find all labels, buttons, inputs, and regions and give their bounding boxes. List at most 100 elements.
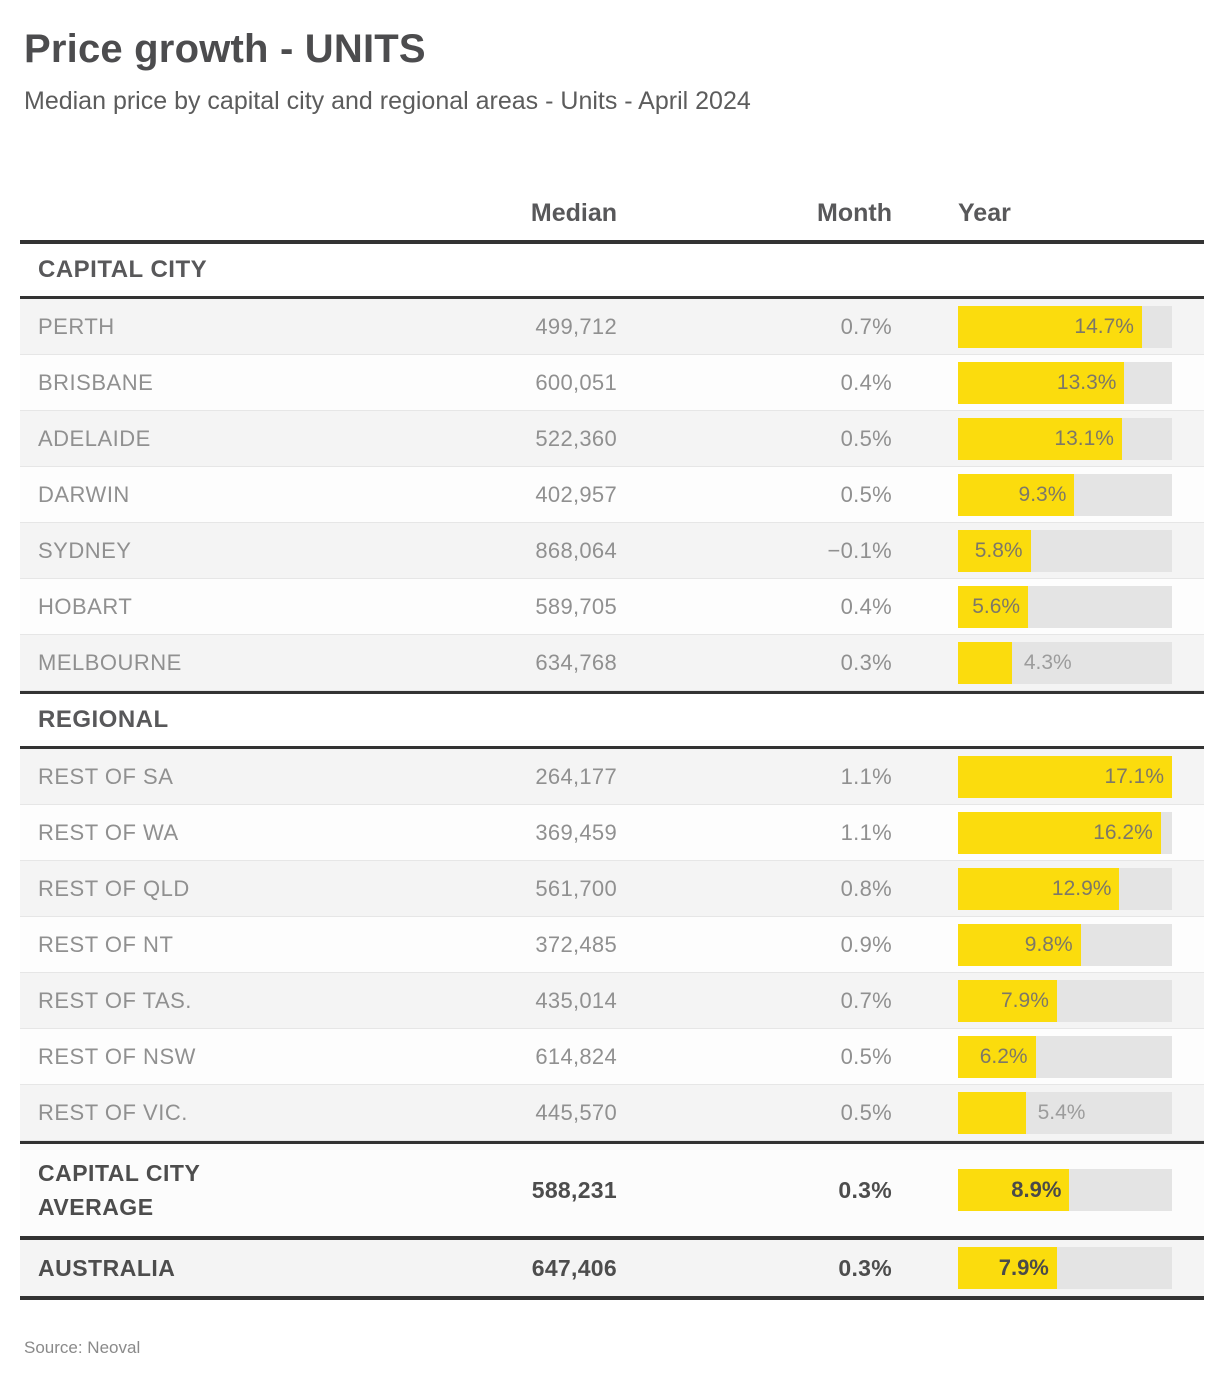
year-bar-label: 16.2% (1093, 820, 1153, 844)
year-bar-track: 17.1% (958, 755, 1172, 798)
row-label: MELBOURNE (38, 649, 182, 675)
table-row: CAPITAL CITY AVERAGE 588,231 0.3% 8.9% (20, 1144, 1204, 1236)
year-bar-track: 7.9% (958, 979, 1172, 1022)
median-value: 634,768 (535, 649, 617, 675)
year-bar-label: 7.9% (1001, 988, 1049, 1012)
year-bar-label: 13.1% (1054, 426, 1114, 450)
section-header-regional: REGIONAL (38, 706, 169, 733)
year-bar-track: 5.6% (958, 585, 1172, 628)
year-bar-track: 13.1% (958, 417, 1172, 460)
divider-rule (20, 746, 1204, 749)
month-value: 0.5% (840, 1043, 892, 1069)
divider-rule (20, 240, 1204, 244)
price-table: CAPITAL CITY PERTH 499,712 0.7% 14.7% BR… (20, 240, 1204, 1300)
year-bar-fill (958, 417, 1122, 460)
table-row: ADELAIDE 522,360 0.5% 13.1% (20, 411, 1204, 467)
year-bar-cell: 5.6% (892, 585, 1204, 628)
divider-rule (20, 1296, 1204, 1300)
year-bar-cell: 12.9% (892, 867, 1204, 910)
year-bar-track: 13.3% (958, 361, 1172, 404)
year-bar-fill (958, 305, 1142, 348)
row-label: CAPITAL CITY AVERAGE (38, 1160, 200, 1220)
median-value: 372,485 (535, 931, 617, 957)
month-value: 1.1% (840, 819, 892, 845)
table-row: REST OF QLD 561,700 0.8% 12.9% (20, 861, 1204, 917)
year-bar-fill (958, 811, 1161, 854)
year-bar-cell: 7.9% (892, 979, 1204, 1022)
year-bar-cell: 8.9% (892, 1169, 1204, 1211)
median-value: 522,360 (535, 425, 617, 451)
year-bar-cell: 13.1% (892, 417, 1204, 460)
year-bar-track: 4.3% (958, 641, 1172, 684)
month-value: 0.3% (840, 649, 892, 675)
year-bar-label: 7.9% (998, 1255, 1049, 1280)
col-header-month: Month (817, 199, 892, 227)
median-value: 589,705 (535, 593, 617, 619)
year-bar-fill (958, 1169, 1070, 1211)
year-bar-label: 6.2% (979, 1044, 1028, 1068)
row-label: DARWIN (38, 481, 130, 507)
divider-rule (20, 296, 1204, 299)
year-bar-label: 5.4% (1037, 1100, 1086, 1124)
year-bar-track: 9.8% (958, 923, 1172, 966)
year-bar-track: 5.8% (958, 529, 1172, 572)
month-value: 0.8% (840, 875, 892, 901)
row-label: REST OF QLD (38, 875, 190, 901)
divider-rule (20, 691, 1204, 694)
year-bar-fill (958, 1247, 1057, 1289)
row-label: PERTH (38, 313, 115, 339)
year-bar-fill (958, 641, 1012, 684)
median-value: 561,700 (535, 875, 617, 901)
table-row: BRISBANE 600,051 0.4% 13.3% (20, 355, 1204, 411)
year-bar-label: 13.3% (1056, 370, 1117, 394)
row-label: HOBART (38, 593, 133, 619)
row-label: REST OF VIC. (38, 1099, 188, 1125)
col-header-year: Year (958, 199, 1011, 227)
month-value: 1.1% (840, 763, 892, 789)
table-row: REST OF NT 372,485 0.9% 9.8% (20, 917, 1204, 973)
divider-rule (20, 1236, 1204, 1240)
table-row: HOBART 589,705 0.4% 5.6% (20, 579, 1204, 635)
median-value: 868,064 (535, 537, 617, 563)
year-bar-fill (958, 361, 1125, 404)
year-bar-label: 9.8% (1024, 932, 1073, 956)
year-bar-fill (958, 585, 1029, 628)
year-bar-fill (958, 979, 1057, 1022)
year-bar-cell: 16.2% (892, 811, 1204, 854)
month-value: −0.1% (827, 537, 892, 563)
year-bar-label: 17.1% (1104, 764, 1164, 788)
row-label: SYDNEY (38, 537, 132, 563)
month-value: 0.5% (840, 481, 892, 507)
year-bar-track: 7.9% (958, 1247, 1172, 1289)
table-row: DARWIN 402,957 0.5% 9.3% (20, 467, 1204, 523)
table-row: REST OF TAS. 435,014 0.7% 7.9% (20, 973, 1204, 1029)
table-row: MELBOURNE 634,768 0.3% 4.3% (20, 635, 1204, 691)
page-title: Price growth - UNITS (24, 27, 426, 71)
row-label: REST OF NSW (38, 1043, 196, 1069)
year-bar-cell: 6.2% (892, 1035, 1204, 1078)
table-row: REST OF NSW 614,824 0.5% 6.2% (20, 1029, 1204, 1085)
row-label: ADELAIDE (38, 425, 151, 451)
col-header-median: Median (530, 199, 617, 227)
year-bar-label: 5.8% (974, 538, 1023, 562)
month-value: 0.7% (840, 987, 892, 1013)
page-subtitle: Median price by capital city and regiona… (24, 87, 751, 115)
section-header-capital-city: CAPITAL CITY (38, 256, 208, 283)
year-bar-fill (958, 867, 1120, 910)
table-row: SYDNEY 868,064 −0.1% 5.8% (20, 523, 1204, 579)
median-value: 445,570 (535, 1099, 617, 1125)
year-bar-cell: 17.1% (892, 755, 1204, 798)
divider-rule (20, 1141, 1204, 1144)
median-value: 264,177 (535, 763, 617, 789)
year-bar-fill (958, 1035, 1036, 1078)
year-bar-fill (958, 923, 1081, 966)
row-label: REST OF NT (38, 931, 174, 957)
table-row: REST OF SA 264,177 1.1% 17.1% (20, 749, 1204, 805)
median-value: 435,014 (535, 987, 617, 1013)
year-bar-track: 16.2% (958, 811, 1172, 854)
source-note: Source: Neoval (24, 1338, 141, 1357)
year-bar-cell: 7.9% (892, 1247, 1204, 1289)
month-value: 0.4% (840, 593, 892, 619)
year-bar-fill (958, 755, 1172, 798)
